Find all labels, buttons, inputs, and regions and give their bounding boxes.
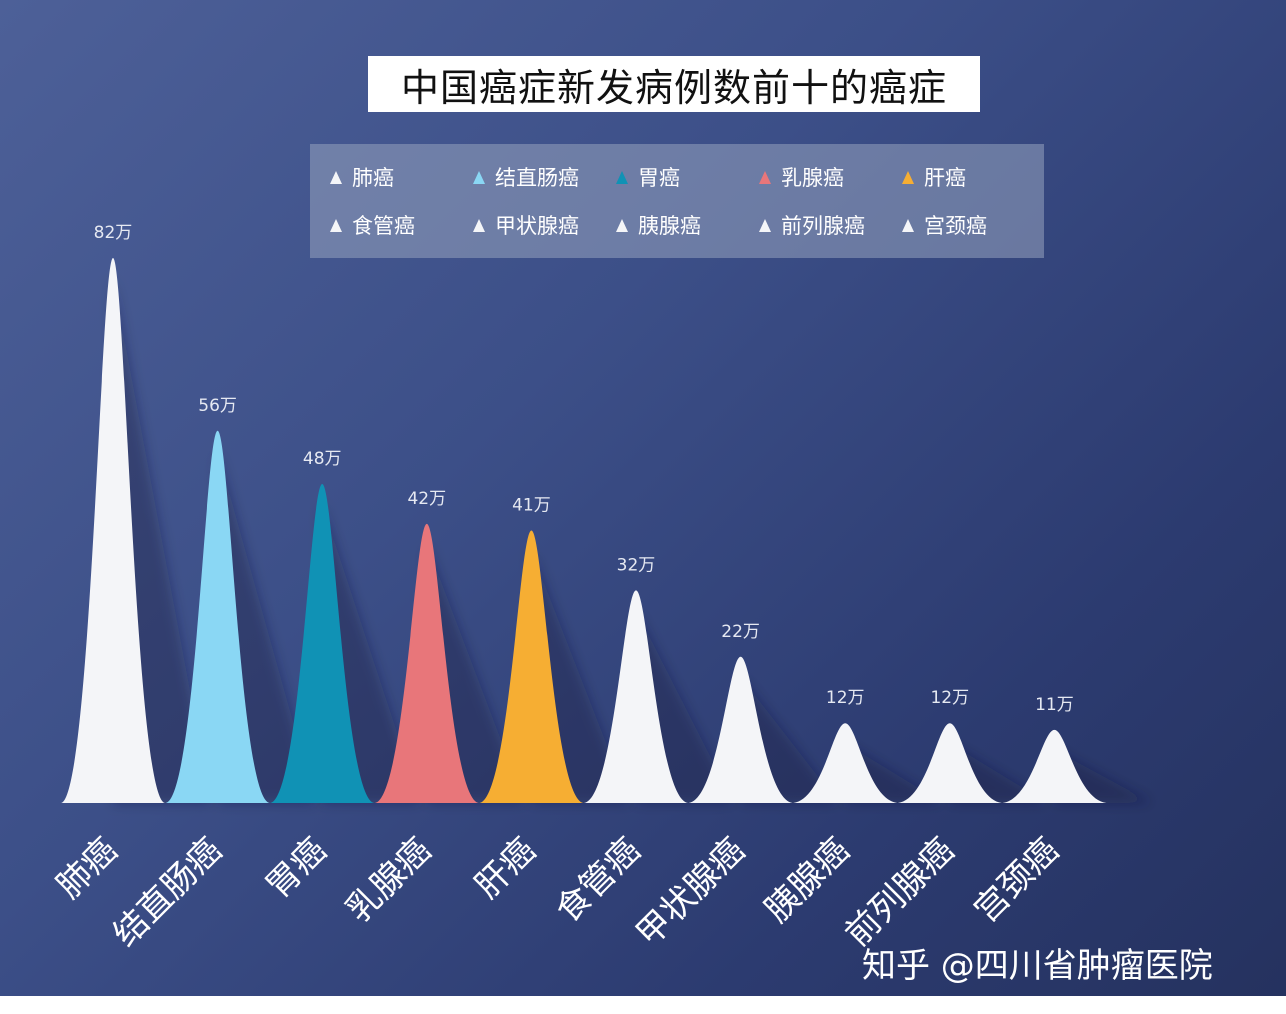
chart-title-box: 中国癌症新发病例数前十的癌症 bbox=[368, 56, 980, 112]
legend-item: 乳腺癌 bbox=[759, 162, 844, 192]
peak-2 bbox=[165, 430, 270, 803]
legend-label: 前列腺癌 bbox=[781, 214, 865, 238]
category-label: 甲状腺癌 bbox=[629, 830, 753, 954]
data-label: 48万 bbox=[303, 449, 342, 469]
legend-item: 甲状腺癌 bbox=[473, 210, 579, 240]
data-label: 11万 bbox=[1035, 695, 1074, 715]
data-label: 12万 bbox=[930, 688, 969, 708]
legend-marker-icon bbox=[330, 218, 342, 232]
legend-label: 乳腺癌 bbox=[781, 166, 844, 190]
legend-marker-icon bbox=[616, 170, 628, 184]
peak-6 bbox=[584, 590, 688, 803]
category-label: 肺癌 bbox=[49, 830, 125, 906]
legend-item: 结直肠癌 bbox=[473, 162, 579, 192]
peak-7 bbox=[688, 656, 793, 803]
category-label: 食管癌 bbox=[548, 830, 648, 930]
category-label: 前列腺癌 bbox=[838, 830, 962, 954]
legend-item: 胰腺癌 bbox=[616, 210, 701, 240]
watermark: 知乎 @四川省肿瘤医院 bbox=[862, 946, 1213, 986]
peak-10 bbox=[1002, 729, 1107, 803]
legend: 肺癌 结直肠癌 胃癌 乳腺癌 肝癌 食管癌 甲状腺癌 胰腺癌 前列腺癌 宫颈癌 bbox=[310, 144, 1044, 258]
data-label: 82万 bbox=[94, 223, 133, 243]
category-label: 胃癌 bbox=[258, 830, 334, 906]
peak-1 bbox=[61, 258, 165, 803]
data-label: 12万 bbox=[826, 688, 865, 708]
category-label: 乳腺癌 bbox=[339, 830, 439, 930]
legend-label: 肺癌 bbox=[352, 166, 394, 190]
data-label: 56万 bbox=[198, 396, 237, 416]
legend-marker-icon bbox=[473, 218, 485, 232]
legend-item: 肝癌 bbox=[902, 162, 966, 192]
legend-label: 食管癌 bbox=[352, 214, 415, 238]
category-label: 肝癌 bbox=[467, 830, 543, 906]
data-label: 41万 bbox=[512, 496, 551, 516]
legend-label: 结直肠癌 bbox=[495, 166, 579, 190]
legend-item: 胃癌 bbox=[616, 162, 680, 192]
data-label: 42万 bbox=[407, 489, 446, 509]
legend-item: 肺癌 bbox=[330, 162, 394, 192]
legend-marker-icon bbox=[473, 170, 485, 184]
category-label: 胰腺癌 bbox=[757, 830, 857, 930]
peak-5 bbox=[479, 530, 584, 803]
chart-title: 中国癌症新发病例数前十的癌症 bbox=[400, 65, 947, 110]
legend-marker-icon bbox=[330, 170, 342, 184]
legend-item: 食管癌 bbox=[330, 210, 415, 240]
legend-item: 宫颈癌 bbox=[902, 210, 987, 240]
legend-marker-icon bbox=[902, 218, 914, 232]
legend-marker-icon bbox=[759, 170, 771, 184]
legend-label: 胰腺癌 bbox=[638, 214, 701, 238]
legend-item: 前列腺癌 bbox=[759, 210, 865, 240]
data-label: 22万 bbox=[721, 622, 760, 642]
legend-label: 肝癌 bbox=[924, 166, 966, 190]
legend-marker-icon bbox=[759, 218, 771, 232]
data-label: 32万 bbox=[617, 555, 656, 575]
legend-label: 宫颈癌 bbox=[924, 214, 987, 238]
legend-label: 胃癌 bbox=[638, 166, 680, 190]
category-label: 结直肠癌 bbox=[106, 830, 230, 954]
legend-marker-icon bbox=[616, 218, 628, 232]
legend-marker-icon bbox=[902, 170, 914, 184]
peak-9 bbox=[897, 723, 1002, 803]
peak-4 bbox=[374, 523, 479, 803]
category-label: 宫颈癌 bbox=[966, 830, 1066, 930]
peak-3 bbox=[270, 483, 375, 803]
legend-label: 甲状腺癌 bbox=[495, 214, 579, 238]
peak-8 bbox=[793, 723, 898, 803]
